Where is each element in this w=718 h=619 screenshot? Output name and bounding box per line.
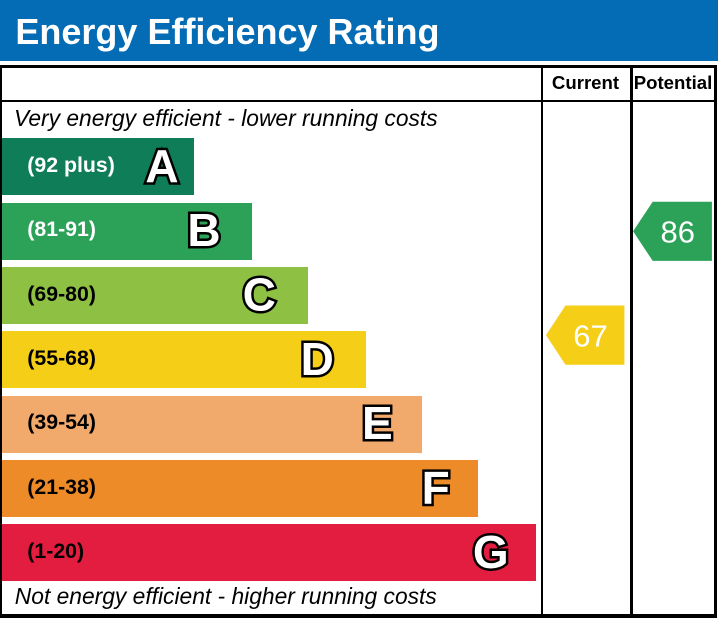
svg-text:A: A — [145, 140, 178, 192]
svg-text:C: C — [243, 269, 276, 321]
svg-text:67: 67 — [573, 318, 607, 353]
svg-text:D: D — [301, 333, 334, 385]
svg-text:86: 86 — [660, 214, 694, 249]
svg-text:G: G — [473, 526, 509, 578]
svg-text:F: F — [422, 462, 450, 514]
svg-text:E: E — [362, 397, 393, 449]
svg-text:B: B — [187, 204, 220, 256]
